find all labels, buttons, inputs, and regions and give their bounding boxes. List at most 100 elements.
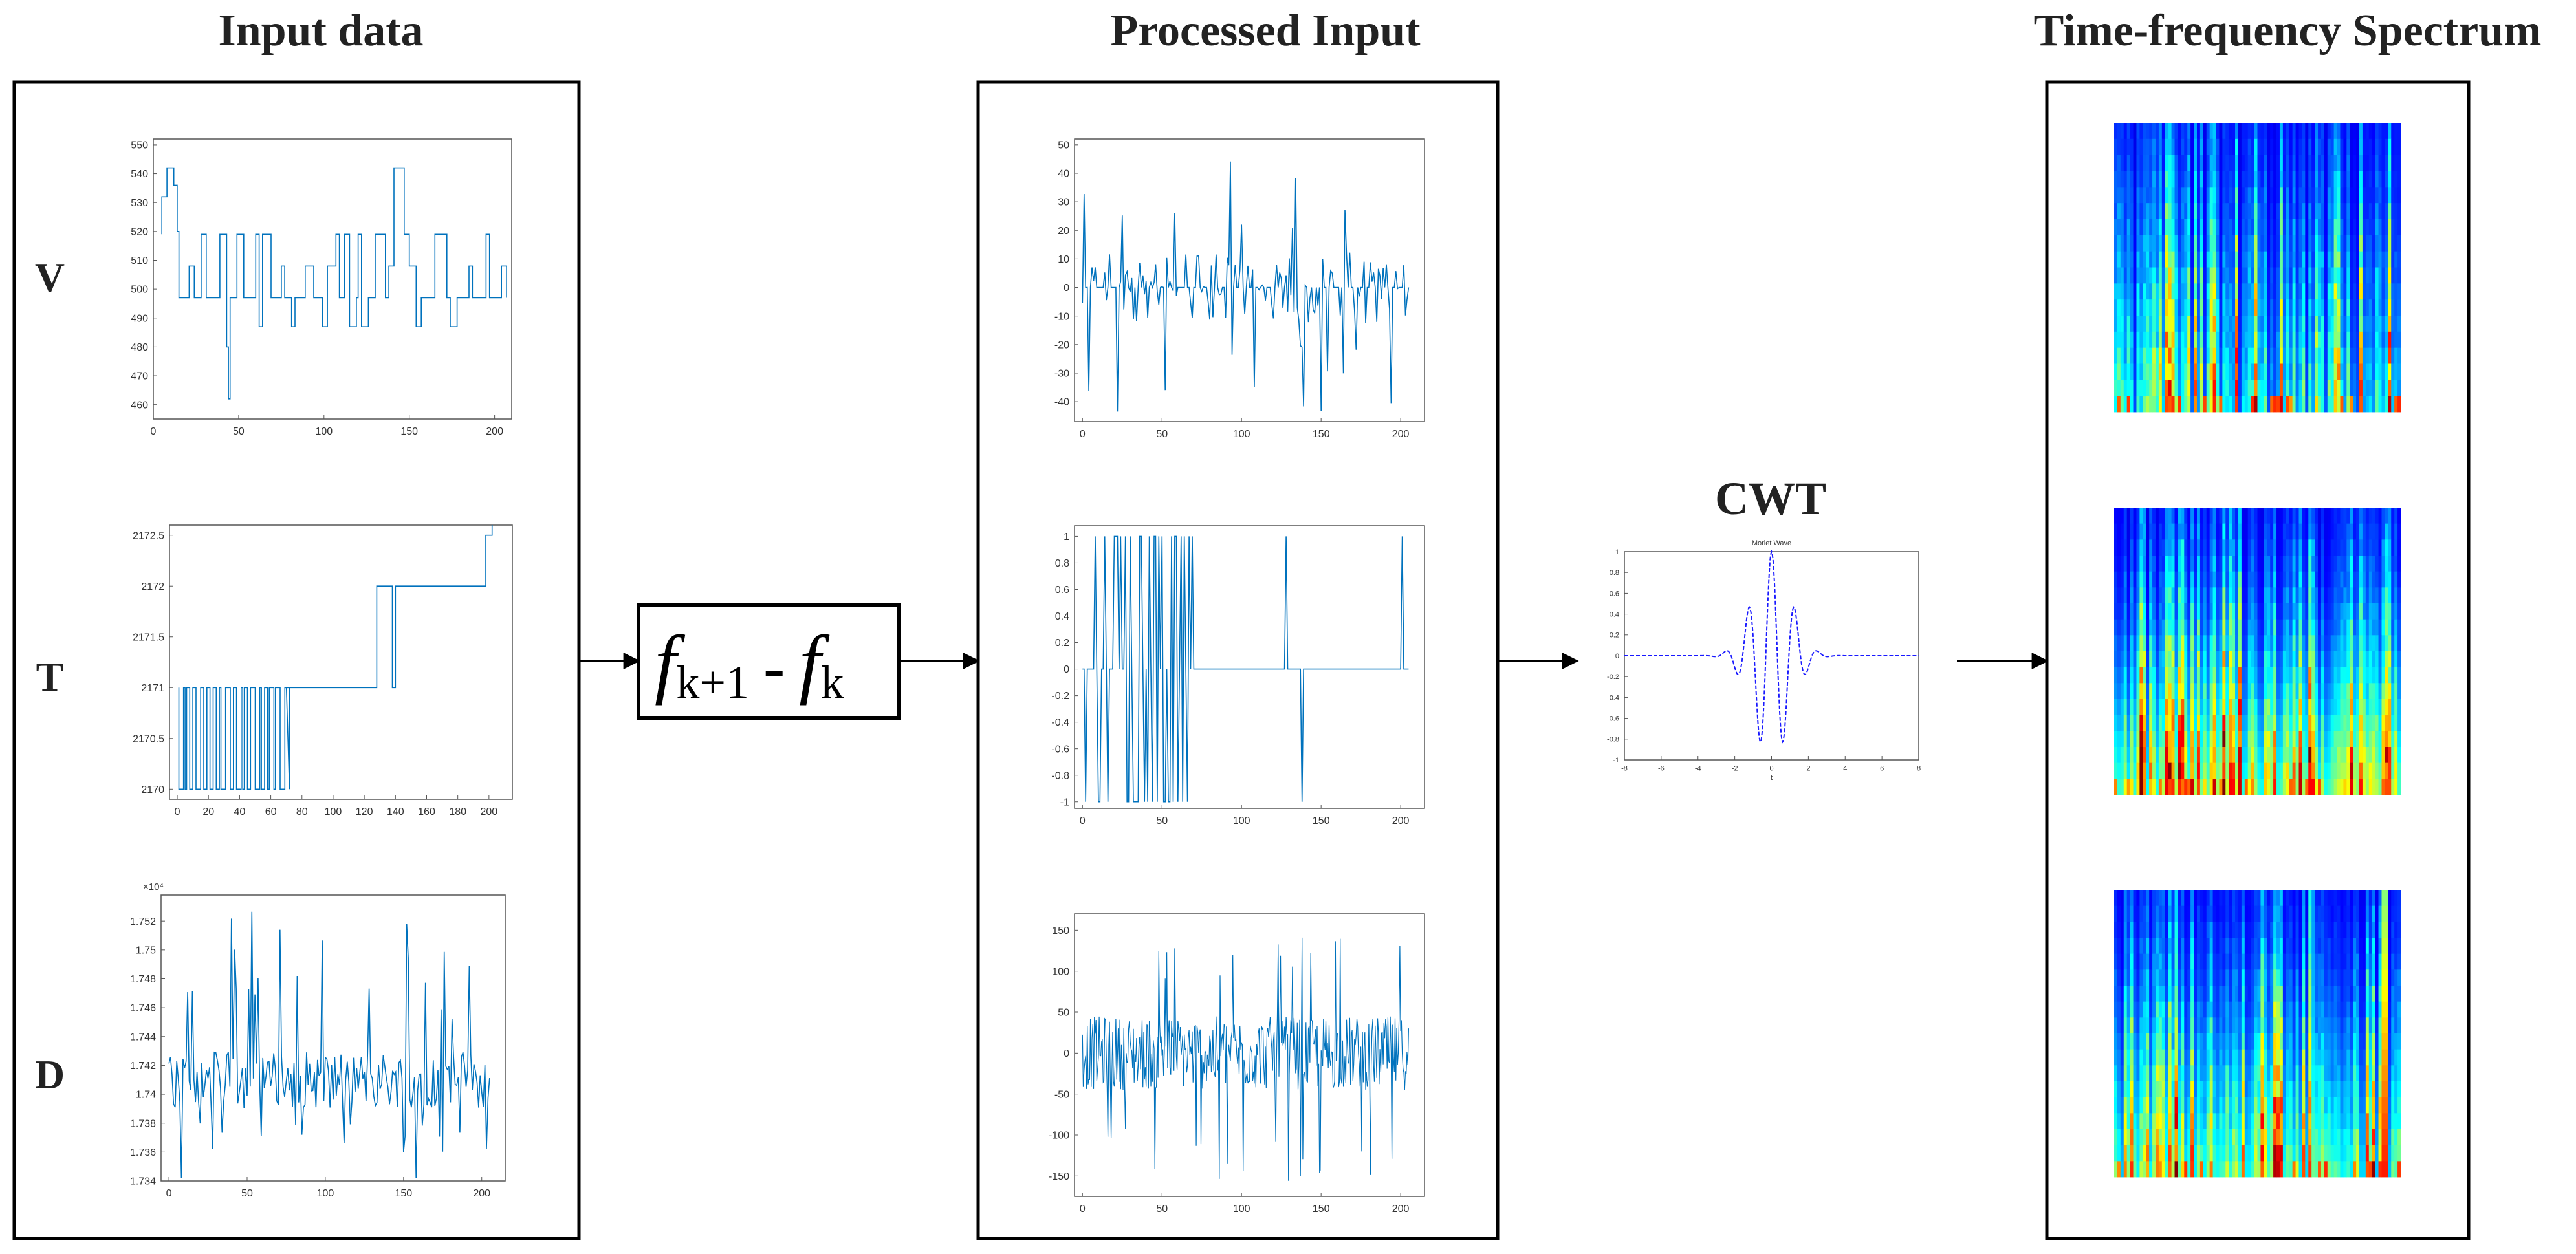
spectrum-D-cell	[2343, 890, 2347, 907]
spectrum-D-cell	[2225, 1065, 2229, 1082]
spectrum-D-cell	[2298, 1097, 2302, 1114]
spectrum-T-cell	[2187, 715, 2191, 731]
spectrum-T-cell	[2276, 556, 2280, 572]
spectrum-D-cell	[2133, 938, 2137, 955]
spectrum-T-cell	[2388, 699, 2392, 716]
spectrum-D-cell	[2375, 1033, 2379, 1050]
spectrum-D-cell	[2391, 1081, 2395, 1098]
spectrum-T-cell	[2292, 619, 2296, 636]
spectrum-V-cell	[2276, 171, 2280, 188]
spectrum-V-cell	[2279, 299, 2284, 316]
spectrum-T-cell	[2264, 571, 2267, 588]
spectrum-V-cell	[2222, 171, 2226, 188]
row-label-t: T	[36, 654, 64, 700]
spectrum-T-cell	[2282, 683, 2287, 700]
spectrum-D-cell	[2196, 969, 2201, 986]
spectrum-T-cell	[2257, 762, 2261, 779]
spectrum-V-cell	[2267, 123, 2271, 140]
spectrum-V-cell	[2216, 203, 2220, 220]
spectrum-D-cell	[2212, 1097, 2216, 1114]
spectrum-V-cell	[2311, 316, 2315, 332]
spectrum-V-cell	[2385, 187, 2388, 204]
spectrum-V-cell	[2340, 267, 2344, 284]
spectrum-V-cell	[2302, 219, 2306, 236]
spectrum-T-cell	[2181, 635, 2185, 652]
spectrum-D-cell	[2372, 905, 2376, 922]
spectrum-V-cell	[2362, 138, 2366, 156]
spectrum-D-cell	[2161, 1017, 2166, 1034]
spectrum-V-cell	[2238, 347, 2242, 364]
spectrum-T-cell	[2196, 508, 2201, 524]
spectrum-V-cell	[2260, 380, 2264, 396]
spectrum-V-cell	[2126, 316, 2131, 332]
spectrum-V-cell	[2282, 363, 2287, 380]
spectrum-V-cell	[2356, 331, 2360, 349]
spectrum-T-cell	[2315, 587, 2319, 604]
spectrum-V-cell	[2222, 331, 2226, 349]
spectrum-T-cell	[2391, 539, 2395, 556]
spectrum-V-cell	[2305, 155, 2309, 171]
spectrum-T-cell	[2232, 779, 2236, 795]
spectrum-T-cell	[2120, 667, 2124, 684]
spectrum-T-cell	[2298, 715, 2302, 731]
spectrum-D-cell	[2222, 1001, 2226, 1018]
spectrum-T-cell	[2318, 619, 2322, 636]
spectrum-D-cell	[2174, 1065, 2178, 1082]
spectrum-V-cell	[2181, 219, 2185, 236]
spectrum-V-cell	[2267, 380, 2271, 396]
spectrum-T-cell	[2308, 523, 2312, 540]
spectrum-D-cell	[2356, 890, 2360, 907]
spectrum-T-cell	[2143, 587, 2146, 604]
spectrum-T-cell	[2117, 683, 2121, 700]
spectrum-T-cell	[2126, 508, 2131, 524]
spectrum-T-cell	[2225, 508, 2229, 524]
spectrum-D-cell	[2199, 953, 2204, 970]
spectrum-T-cell	[2152, 667, 2156, 684]
spectrum-T-cell	[2273, 571, 2277, 588]
spectrum-T-cell	[2146, 651, 2150, 668]
spectrum-T-cell	[2356, 762, 2360, 779]
spectrum-V-cell	[2194, 299, 2198, 316]
spectrum-D-cell	[2394, 890, 2398, 907]
spectrum-T-cell	[2381, 571, 2385, 588]
spectrum-D-cell	[2244, 905, 2249, 922]
spectrum-T-cell	[2385, 651, 2388, 668]
spectrum-D-cell	[2178, 1145, 2181, 1162]
spectrum-D-cell	[2267, 1113, 2271, 1130]
spectrum-V-cell	[2190, 347, 2194, 364]
spectrum-D-cell	[2130, 969, 2134, 986]
spectrum-V-cell	[2171, 155, 2175, 171]
input-V-xtick-label: 200	[486, 426, 503, 437]
spectrum-V-cell	[2340, 155, 2344, 171]
spectrum-V-cell	[2318, 396, 2322, 413]
spectrum-V-cell	[2152, 171, 2156, 188]
morlet-ytick-label: -0.6	[1607, 715, 1619, 722]
spectrum-D-cell	[2178, 890, 2181, 907]
spectrum-D-cell	[2247, 1097, 2252, 1114]
spectrum-V-cell	[2203, 331, 2207, 349]
spectrum-V-cell	[2216, 380, 2220, 396]
spectrum-D-cell	[2168, 1033, 2172, 1050]
spectrum-V-cell	[2168, 363, 2172, 380]
spectrum-V-cell	[2120, 299, 2124, 316]
spectrum-D-cell	[2219, 1033, 2223, 1050]
spectrum-D-cell	[2273, 986, 2277, 1002]
spectrum-V-cell	[2139, 396, 2143, 413]
spectrum-T-cell	[2289, 619, 2293, 636]
spectrum-V-cell	[2181, 155, 2185, 171]
spectrum-D-cell	[2260, 1145, 2264, 1162]
spectrum-D-cell	[2139, 922, 2143, 938]
spectrum-T-cell	[2212, 747, 2216, 764]
spectrum-T-cell	[2378, 508, 2382, 524]
spectrum-D-cell	[2320, 986, 2325, 1002]
spectrum-D-cell	[2315, 922, 2319, 938]
spectrum-V-cell	[2194, 155, 2198, 171]
spectrum-D-cell	[2388, 969, 2392, 986]
spectrum-D-cell	[2247, 922, 2252, 938]
spectrum-D-cell	[2181, 890, 2185, 907]
spectrum-D-cell	[2174, 1081, 2178, 1098]
spectrum-T-cell	[2318, 715, 2322, 731]
spectrum-D-cell	[2146, 1001, 2150, 1018]
spectrum-V-cell	[2143, 331, 2146, 349]
